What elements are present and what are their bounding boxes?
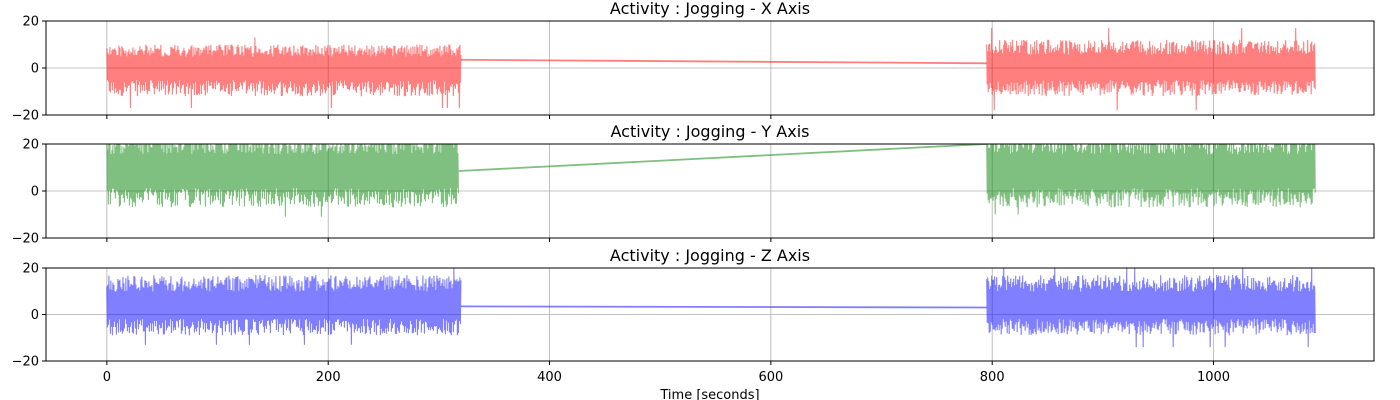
- y-tick-label: 20: [22, 138, 39, 153]
- x-tick-label: 400: [537, 370, 562, 385]
- x-axis-label: Time [seconds]: [659, 388, 759, 400]
- subplot-title: Activity : Jogging - X Axis: [610, 0, 810, 18]
- y-tick-label: −20: [12, 232, 39, 247]
- y-tick-label: 20: [22, 262, 39, 277]
- x-tick-label: 600: [758, 370, 783, 385]
- y-tick-label: 0: [31, 62, 39, 77]
- series-signal-path: [106, 144, 459, 217]
- series-signal-path: [986, 268, 1316, 348]
- series-signal-path: [986, 27, 1316, 111]
- subplot-title: Activity : Jogging - Z Axis: [610, 246, 810, 265]
- y-tick-label: 0: [31, 308, 39, 323]
- y-tick-label: −20: [12, 355, 39, 370]
- series-signal-path: [106, 37, 462, 109]
- y-tick-label: 0: [31, 185, 39, 200]
- series-group: [106, 27, 1316, 111]
- x-tick-label: 0: [103, 370, 111, 385]
- series-signal-path: [986, 144, 1316, 215]
- y-tick-label: −20: [12, 109, 39, 124]
- y-tick-label: 20: [22, 15, 39, 30]
- subplot-1: −20 0 20 Activity : Jogging - Y Axis: [12, 122, 1375, 247]
- x-tick-label: 1000: [1197, 370, 1230, 385]
- series-bridge-line: [460, 305, 987, 309]
- series-signal-path: [106, 268, 462, 345]
- subplot-title: Activity : Jogging - Y Axis: [611, 122, 810, 141]
- series-group: [106, 144, 1316, 217]
- series-group: [106, 268, 1316, 348]
- series-bridge-line: [458, 144, 987, 172]
- x-tick-label: 200: [316, 370, 341, 385]
- subplot-0: −20 0 20 Activity : Jogging - X Axis: [12, 0, 1375, 124]
- series-bridge-line: [460, 58, 987, 65]
- x-tick-label: 800: [980, 370, 1005, 385]
